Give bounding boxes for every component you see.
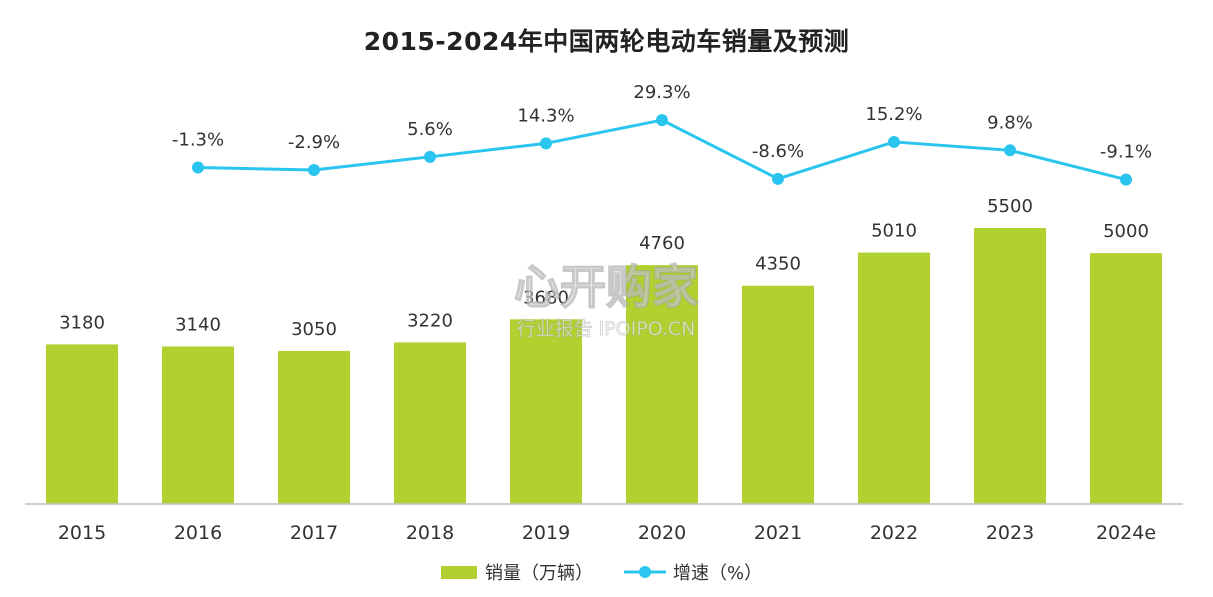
x-tick-label: 2020 bbox=[638, 522, 686, 544]
bar bbox=[46, 344, 118, 504]
watermark: 心开购家 行业报告 IPOIPO.CN bbox=[513, 259, 699, 340]
bar-value-label: 5500 bbox=[987, 196, 1033, 217]
x-tick-label: 2022 bbox=[870, 522, 918, 544]
x-tick-label: 2019 bbox=[522, 522, 570, 544]
bar-value-label: 3180 bbox=[59, 312, 105, 333]
watermark-main: 心开购家 bbox=[514, 260, 698, 314]
bar bbox=[510, 319, 582, 504]
growth-label: 14.3% bbox=[517, 105, 574, 126]
x-tick-label: 2021 bbox=[754, 522, 802, 544]
legend-line-marker bbox=[639, 566, 651, 578]
x-tick-label: 2018 bbox=[406, 522, 454, 544]
bar bbox=[742, 285, 814, 504]
bar-value-label: 3050 bbox=[291, 319, 337, 340]
chart-title: 2015-2024年中国两轮电动车销量及预测 bbox=[363, 27, 850, 56]
growth-label: -1.3% bbox=[172, 130, 224, 151]
x-tick-label: 2023 bbox=[986, 522, 1034, 544]
legend-line-label: 增速（%） bbox=[673, 563, 762, 584]
growth-label: 9.8% bbox=[987, 112, 1033, 133]
x-tick-label: 2015 bbox=[58, 522, 106, 544]
legend-bar-swatch bbox=[441, 566, 477, 579]
bar bbox=[626, 265, 698, 504]
x-tick-label: 2016 bbox=[174, 522, 222, 544]
bar-value-label: 5010 bbox=[871, 221, 917, 242]
growth-label: -2.9% bbox=[288, 132, 340, 153]
bars-layer: 3180 3140 3050 3220 3680 4760 4350 5010 5500 5000 bbox=[46, 196, 1162, 504]
line-layer: -1.3% -2.9% 5.6% 14.3% 29.3% -8.6% 15.2% 9.8% -9… bbox=[172, 82, 1152, 186]
bar bbox=[278, 350, 350, 504]
bar bbox=[858, 252, 930, 504]
growth-point bbox=[308, 163, 320, 176]
growth-label: 29.3% bbox=[633, 82, 690, 103]
bar bbox=[162, 346, 234, 504]
bar-value-label: 3220 bbox=[407, 310, 453, 331]
growth-point bbox=[424, 150, 436, 163]
bar bbox=[1090, 253, 1162, 504]
growth-point bbox=[1120, 173, 1132, 186]
bar-value-label: 4350 bbox=[755, 254, 801, 275]
bar-value-label: 3680 bbox=[523, 287, 569, 308]
growth-label: -9.1% bbox=[1100, 142, 1152, 163]
growth-point bbox=[1004, 144, 1016, 157]
growth-label: 15.2% bbox=[865, 104, 922, 125]
legend-bar-label: 销量（万辆） bbox=[485, 563, 593, 584]
growth-label: 5.6% bbox=[407, 119, 453, 140]
x-tick-label: 2017 bbox=[290, 522, 338, 544]
growth-point bbox=[888, 135, 900, 148]
legend: 销量（万辆） 增速（%） bbox=[441, 563, 762, 584]
ticks-layer: 2015 2016 2017 2018 2019 2020 2021 2022 2023 2024… bbox=[58, 522, 1156, 544]
growth-point bbox=[772, 172, 784, 185]
bar bbox=[394, 342, 466, 504]
growth-point bbox=[192, 161, 204, 174]
growth-label: -8.6% bbox=[752, 141, 804, 162]
x-tick-label: 2024e bbox=[1096, 522, 1156, 544]
bar-value-label: 5000 bbox=[1103, 221, 1149, 242]
bar-value-label: 4760 bbox=[639, 233, 685, 254]
growth-point bbox=[656, 114, 668, 127]
growth-point bbox=[540, 137, 552, 150]
watermark-sub: 行业报告 IPOIPO.CN bbox=[517, 318, 696, 340]
bar-value-label: 3140 bbox=[175, 314, 221, 335]
bar bbox=[974, 228, 1046, 504]
